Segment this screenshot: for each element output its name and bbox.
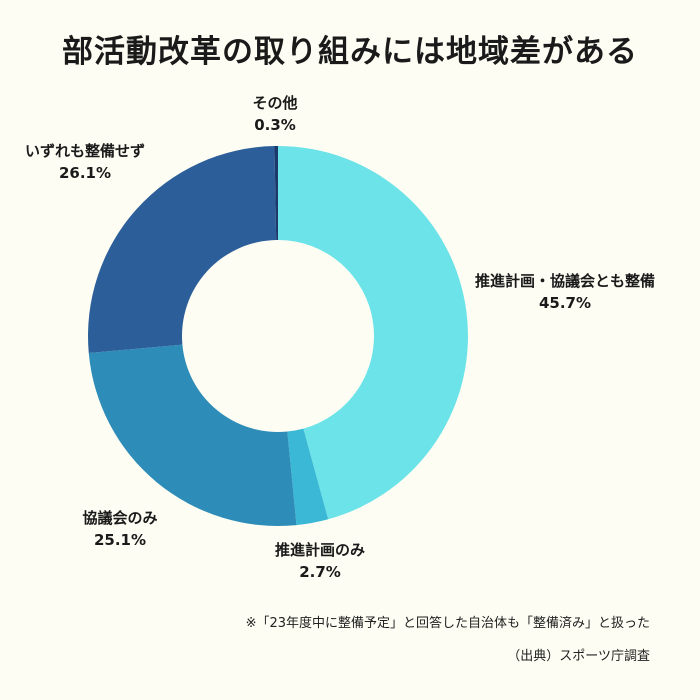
label-council-only: 協議会のみ 25.1% bbox=[55, 507, 185, 551]
label-plan-and-council: 推進計画・協議会とも整備 45.7% bbox=[470, 270, 660, 314]
label-plan-only: 推進計画のみ 2.7% bbox=[245, 539, 395, 583]
label-none-value: 26.1% bbox=[58, 164, 112, 182]
label-council-only-value: 25.1% bbox=[93, 531, 147, 549]
label-plan-only-name: 推進計画のみ bbox=[274, 541, 365, 559]
label-council-only-name: 協議会のみ bbox=[82, 509, 158, 527]
footnote-note: ※「23年度中に整備予定」と回答した自治体も「整備済み」と扱った bbox=[245, 616, 650, 631]
label-plan-and-council-value: 45.7% bbox=[538, 294, 592, 312]
label-other-name: その他 bbox=[252, 94, 298, 112]
slice-plan-only bbox=[287, 428, 329, 526]
label-other-value: 0.3% bbox=[254, 116, 296, 134]
label-none: いずれも整備せず 26.1% bbox=[5, 140, 165, 184]
slice-plan-and-council bbox=[278, 146, 468, 520]
label-plan-and-council-name: 推進計画・協議会とも整備 bbox=[474, 272, 655, 290]
footnote-source: （出典）スポーツ庁調査 bbox=[507, 649, 650, 664]
label-other: その他 0.3% bbox=[225, 92, 325, 136]
slice-none bbox=[87, 146, 277, 354]
label-none-name: いずれも整備せず bbox=[24, 142, 145, 160]
slice-council-only bbox=[88, 344, 297, 526]
slice-other bbox=[274, 146, 278, 241]
chart-title: 部活動改革の取り組みには地域差がある bbox=[62, 34, 638, 70]
label-plan-only-value: 2.7% bbox=[299, 563, 341, 581]
